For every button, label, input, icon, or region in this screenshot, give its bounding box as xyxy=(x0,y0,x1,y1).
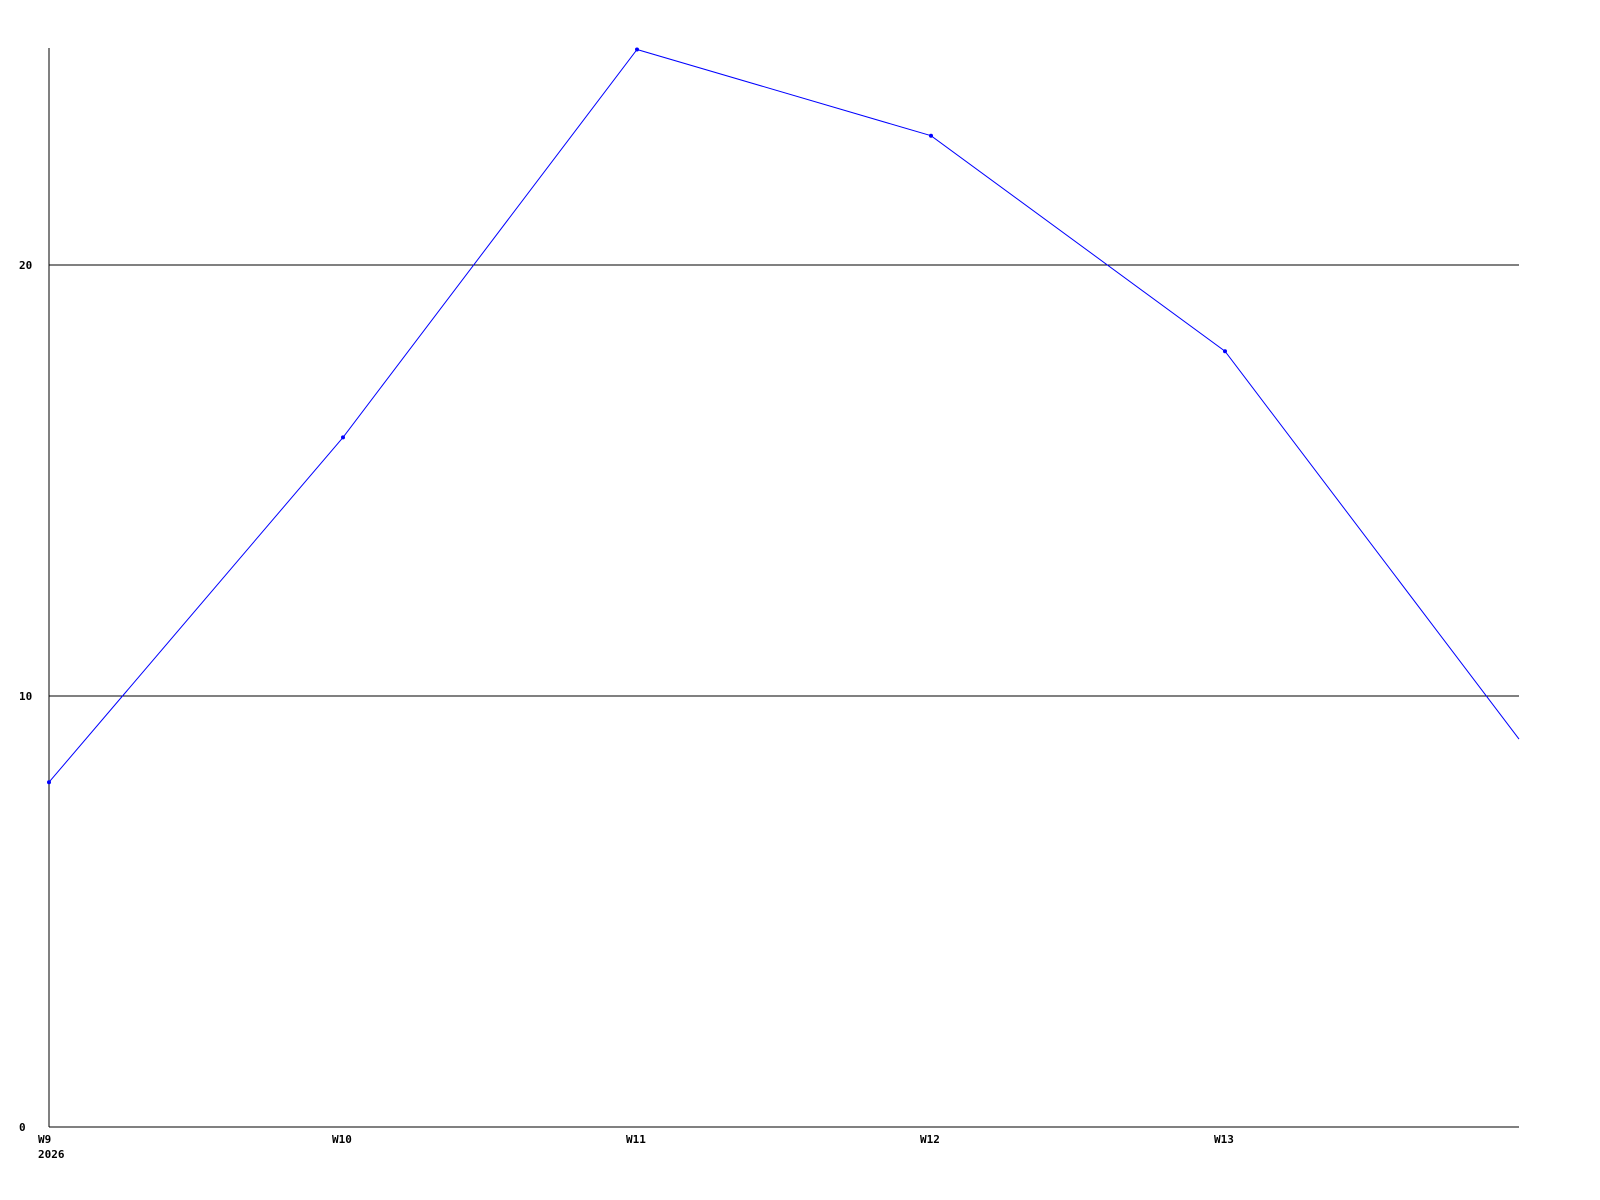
y-tick-label: 20 xyxy=(19,259,32,272)
y-tick-label: 10 xyxy=(19,690,32,703)
series-line xyxy=(48,48,1520,783)
x-year-label: 2026 xyxy=(38,1148,65,1161)
y-tick-label: 0 xyxy=(19,1121,26,1134)
x-tick-label: W10 xyxy=(332,1133,352,1146)
x-tick-label: W12 xyxy=(920,1133,940,1146)
data-point xyxy=(47,780,51,785)
data-point xyxy=(929,133,933,138)
data-point xyxy=(1223,349,1227,354)
x-tick-label: W9 xyxy=(38,1133,51,1146)
data-point xyxy=(635,47,639,52)
x-tick-label: W11 xyxy=(626,1133,646,1146)
x-tick-label: W13 xyxy=(1214,1133,1234,1146)
data-point xyxy=(341,435,345,440)
